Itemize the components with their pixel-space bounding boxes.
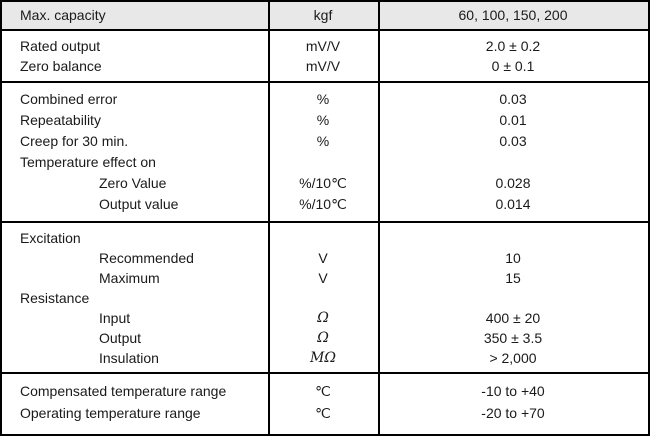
column-divider-1 — [268, 2, 270, 434]
spec-row-insulation: Insulation MΩ > 2,000 — [2, 348, 648, 368]
spec-label: Output value — [99, 196, 179, 212]
spec-row-input-resistance: Input Ω 400 ± 20 — [2, 308, 648, 328]
header-label: Max. capacity — [20, 7, 106, 23]
spec-label: Resistance — [20, 290, 90, 306]
table-header-row: Max. capacity kgf 60, 100, 150, 200 — [2, 2, 648, 31]
spec-label: Recommended — [99, 250, 194, 266]
spec-label: Zero balance — [20, 58, 102, 74]
spec-value: 2.0 ± 0.2 — [485, 38, 541, 54]
spec-value: 0.01 — [499, 112, 527, 128]
section-temperature: Compensated temperature range ℃ -10 to +… — [2, 374, 648, 430]
spec-label: Operating temperature range — [20, 405, 201, 421]
section-output: Rated output mV/V 2.0 ± 0.2 Zero balance… — [2, 31, 648, 83]
spec-label: Insulation — [99, 350, 159, 366]
spec-unit: mV/V — [305, 38, 341, 54]
spec-row-zero-value: Zero Value %/10℃ 0.028 — [2, 173, 648, 194]
spec-unit-omega: Ω — [317, 310, 329, 326]
spec-label: Maximum — [99, 270, 160, 286]
spec-row-creep: Creep for 30 min. % 0.03 — [2, 131, 648, 152]
spec-value — [378, 228, 648, 248]
spec-unit: mV/V — [305, 58, 341, 74]
spec-label: Temperature effect on — [20, 154, 156, 170]
spec-value: 400 ± 20 — [485, 310, 541, 326]
spec-label: Creep for 30 min. — [20, 133, 129, 149]
spec-value: 0.014 — [495, 196, 531, 212]
spec-unit: ℃ — [315, 383, 331, 399]
spec-label: Combined error — [20, 91, 118, 107]
spec-value — [378, 288, 648, 308]
spec-value: 10 — [505, 250, 521, 266]
spec-value: 0.03 — [499, 133, 527, 149]
spec-unit — [268, 228, 378, 248]
spec-value: > 2,000 — [489, 350, 537, 366]
column-divider-2 — [378, 2, 380, 434]
spec-row-zero-balance: Zero balance mV/V 0 ± 0.1 — [2, 56, 648, 76]
spec-value: 0.028 — [495, 175, 531, 191]
section-electrical: Excitation Recommended V 10 Maximum V 15… — [2, 223, 648, 374]
spec-row-temperature-effect: Temperature effect on — [2, 152, 648, 173]
spec-row-combined-error: Combined error % 0.03 — [2, 89, 648, 110]
spec-row-compensated-range: Compensated temperature range ℃ -10 to +… — [2, 380, 648, 402]
header-unit: kgf — [313, 7, 333, 23]
spec-row-resistance: Resistance — [2, 288, 648, 308]
header-value: 60, 100, 150, 200 — [458, 7, 568, 23]
spec-unit: %/10℃ — [299, 175, 347, 191]
spec-unit-omega: Ω — [317, 330, 329, 346]
spec-unit: V — [318, 270, 328, 286]
spec-unit: %/10℃ — [299, 196, 347, 212]
spec-label: Zero Value — [99, 175, 167, 191]
spec-value: 15 — [505, 270, 521, 286]
spec-unit: % — [316, 112, 330, 128]
spec-label: Rated output — [20, 38, 101, 54]
spec-row-rated-output: Rated output mV/V 2.0 ± 0.2 — [2, 36, 648, 56]
spec-unit: V — [318, 250, 328, 266]
spec-row-repeatability: Repeatability % 0.01 — [2, 110, 648, 131]
spec-unit — [268, 152, 378, 173]
spec-value: 0 ± 0.1 — [491, 58, 535, 74]
spec-value: 0.03 — [499, 91, 527, 107]
spec-unit-omega: MΩ — [310, 350, 336, 366]
spec-unit — [268, 288, 378, 308]
spec-unit: % — [316, 133, 330, 149]
spec-label: Output — [99, 330, 142, 346]
spec-value — [378, 152, 648, 173]
spec-value: -10 to +40 — [481, 383, 545, 399]
spec-label: Repeatability — [20, 112, 101, 128]
spec-row-output-value: Output value %/10℃ 0.014 — [2, 194, 648, 215]
spec-value: 350 ± 3.5 — [483, 330, 543, 346]
section-accuracy: Combined error % 0.03 Repeatability % 0.… — [2, 83, 648, 223]
spec-label: Compensated temperature range — [20, 383, 227, 399]
spec-unit: ℃ — [315, 405, 331, 421]
spec-unit: % — [316, 91, 330, 107]
spec-row-excitation: Excitation — [2, 228, 648, 248]
spec-row-maximum: Maximum V 15 — [2, 268, 648, 288]
spec-label: Input — [99, 310, 131, 326]
spec-label: Excitation — [20, 230, 81, 246]
spec-value: -20 to +70 — [481, 405, 545, 421]
spec-row-recommended: Recommended V 10 — [2, 248, 648, 268]
spec-row-operating-range: Operating temperature range ℃ -20 to +70 — [2, 402, 648, 424]
spec-row-output-resistance: Output Ω 350 ± 3.5 — [2, 328, 648, 348]
